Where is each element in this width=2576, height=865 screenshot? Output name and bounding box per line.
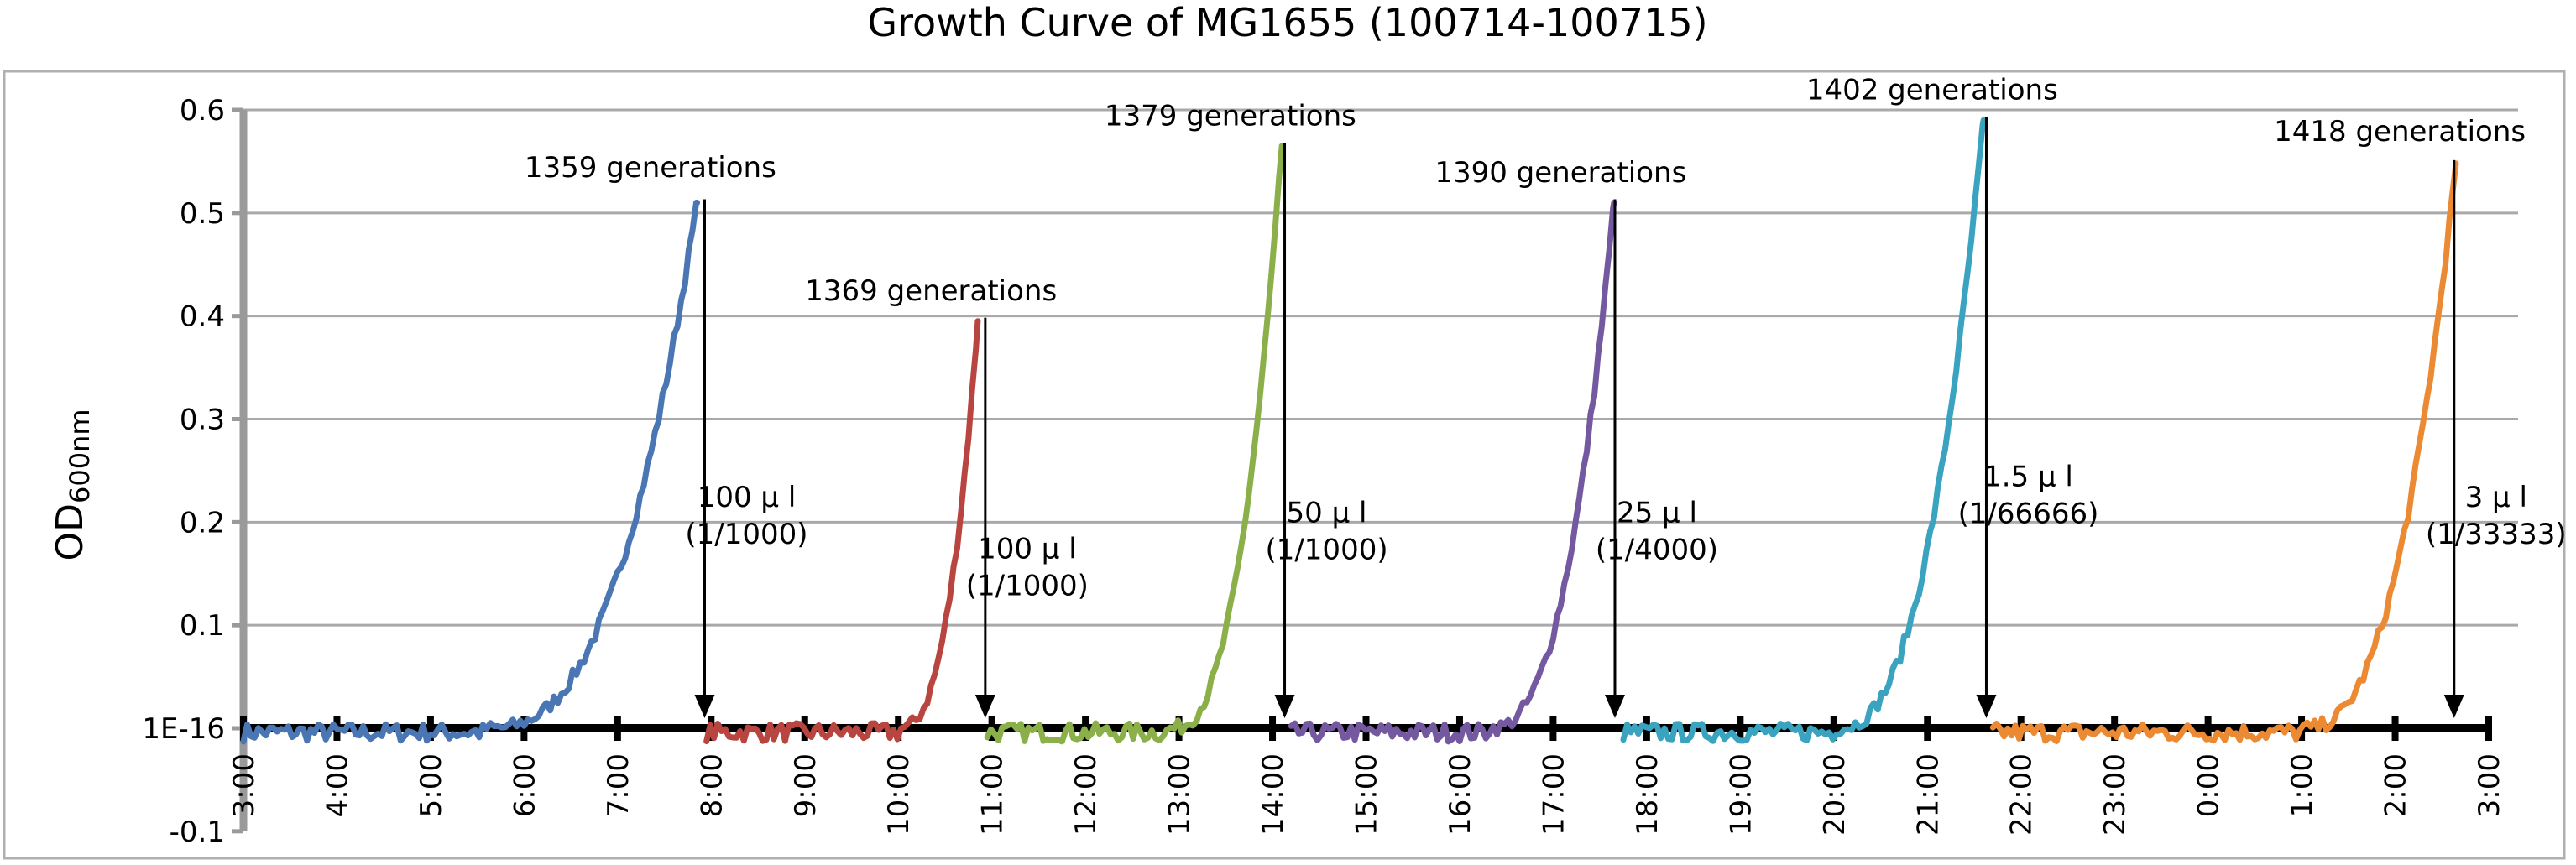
x-tick-label: 6:00	[508, 753, 541, 817]
series-line-5	[1620, 117, 1987, 744]
y-tick-labels: 0.6 0.5 0.4 0.3 0.2 0.1 1E-16 -0.1	[142, 94, 225, 849]
volume-label: 1.5 μ l	[1983, 460, 2073, 493]
x-tick-label: 18:00	[1631, 753, 1664, 836]
dilution-label: (1/1000)	[685, 518, 807, 551]
x-tick-labels: 3:00 4:00 5:00 6:00 7:00 8:00 9:00 10:00 11:00 12…	[227, 753, 2506, 836]
x-tick-label: 23:00	[2098, 753, 2132, 836]
generation-label: 1402 generations	[1806, 74, 2058, 107]
y-tick-label: 0.4	[180, 300, 225, 334]
arrow-head	[1976, 695, 1997, 718]
series-lines	[240, 117, 2459, 745]
series-line-2	[703, 318, 981, 744]
arrow-head	[974, 695, 995, 718]
generation-label: 1359 generations	[525, 151, 776, 185]
x-tick-label: 9:00	[789, 753, 823, 817]
x-tick-label: 10:00	[882, 753, 916, 836]
generation-label: 1369 generations	[805, 274, 1057, 308]
y-axis-label: OD600nm	[49, 409, 96, 560]
generation-label: 1379 generations	[1105, 99, 1356, 133]
dilution-label: (1/1000)	[1265, 533, 1387, 566]
x-tick-label: 21:00	[1911, 753, 1945, 836]
x-tick-label: 3:00	[2473, 753, 2506, 817]
dilution-label: (1/4000)	[1596, 533, 1718, 566]
volume-label: 25 μ l	[1617, 496, 1697, 529]
volume-label: 100 μ l	[698, 481, 797, 514]
series-line-6	[1989, 160, 2459, 744]
series-line-1	[240, 200, 701, 745]
x-tick-label: 0:00	[2192, 753, 2226, 817]
x-tick-label: 3:00	[227, 753, 261, 817]
series-line-4	[1288, 200, 1617, 745]
x-tick-label: 5:00	[415, 753, 448, 817]
x-tick-label: 13:00	[1163, 753, 1197, 836]
x-tick-label: 2:00	[2380, 753, 2413, 817]
chart-title: Growth Curve of MG1655 (100714-100715)	[867, 0, 1707, 45]
arrow-head	[1274, 695, 1295, 718]
dilution-label: (1/33333)	[2426, 518, 2567, 551]
dilution-label: (1/1000)	[966, 569, 1089, 602]
x-tick-label: 15:00	[1351, 753, 1384, 836]
x-tick-label: 17:00	[1537, 753, 1570, 836]
x-tick-label: 20:00	[1818, 753, 1852, 836]
generation-label: 1418 generations	[2274, 115, 2526, 149]
y-tick-label: 0.6	[180, 94, 225, 128]
volume-label: 50 μ l	[1287, 496, 1367, 529]
x-tick-label: 4:00	[321, 753, 354, 817]
x-tick-label: 8:00	[695, 753, 729, 817]
x-tick-label: 22:00	[2005, 753, 2039, 836]
x-tick-label: 1:00	[2286, 753, 2319, 817]
arrow-head	[2443, 695, 2464, 718]
y-tick-label: 1E-16	[142, 712, 225, 746]
annotations: 1359 generations 100 μ l (1/1000) 1369 gene…	[525, 74, 2567, 718]
y-axis-label-sub: 600nm	[64, 409, 96, 503]
y-tick-label: 0.3	[180, 404, 225, 437]
x-tick-label: 12:00	[1069, 753, 1103, 836]
x-tick-label: 19:00	[1724, 753, 1758, 836]
y-axis-label-main: OD	[49, 503, 91, 561]
x-tick-label: 14:00	[1257, 753, 1290, 836]
x-tick-label: 7:00	[602, 753, 635, 817]
arrow-head	[694, 695, 715, 718]
dilution-label: (1/66666)	[1958, 497, 2099, 530]
arrow-head	[1604, 695, 1625, 718]
x-tick-label: 11:00	[976, 753, 1010, 836]
chart-frame	[3, 70, 2566, 860]
gridlines	[243, 108, 2518, 627]
volume-label: 3 μ l	[2465, 481, 2527, 514]
y-tick-label: 0.5	[180, 197, 225, 231]
x-tick-label: 16:00	[1444, 753, 1477, 836]
generation-label: 1390 generations	[1434, 156, 1686, 190]
y-tick-label: 0.1	[180, 609, 225, 643]
y-tick-label: -0.1	[170, 815, 225, 849]
series-line-3	[984, 143, 1285, 745]
volume-label: 100 μ l	[978, 532, 1077, 565]
y-tick-label: 0.2	[180, 506, 225, 539]
